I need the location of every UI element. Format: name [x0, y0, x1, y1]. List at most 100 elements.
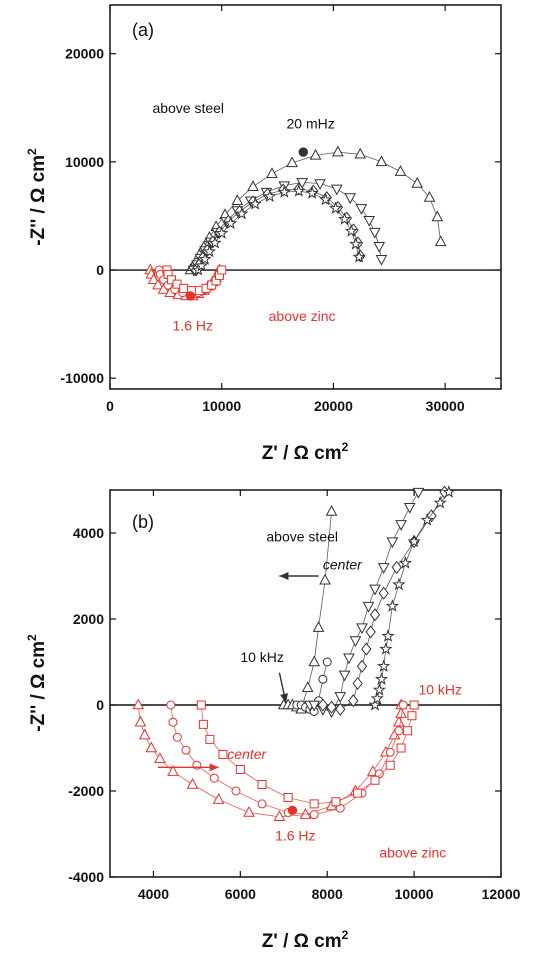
data-point [363, 216, 376, 227]
data-point [218, 749, 228, 759]
data-point [248, 197, 262, 210]
series-line [190, 151, 442, 271]
x-tick-label: 12000 [482, 886, 521, 902]
data-point [349, 237, 363, 250]
data-point [375, 254, 388, 266]
data-point [368, 227, 381, 239]
data-point [375, 155, 388, 167]
y-tick-label: -2000 [68, 783, 104, 799]
data-point [202, 244, 217, 258]
data-point [412, 487, 425, 499]
data-point [325, 504, 338, 516]
data-point [396, 743, 406, 753]
data-point [198, 252, 212, 265]
data-point [334, 692, 347, 703]
data-point [168, 717, 178, 727]
data-point [392, 577, 406, 591]
data-point [407, 711, 417, 721]
panel-label: (b) [132, 512, 154, 532]
annotation: 1.6 Hz [275, 827, 315, 843]
data-point [309, 810, 319, 820]
y-axis-label: -Z'' / Ω cm2 [25, 634, 49, 732]
panel-b: (b) 4000 6000 8000 10000 12000 -4000 -2000 0 200… [25, 485, 521, 952]
data-point [353, 788, 363, 798]
data-point [286, 156, 298, 168]
data-point [385, 747, 395, 757]
data-point [208, 235, 222, 249]
y-tick-label: 0 [96, 697, 104, 713]
data-point [134, 715, 147, 727]
highlighted-point [287, 805, 298, 816]
data-point [154, 752, 166, 763]
series-line [200, 704, 415, 805]
data-point [247, 180, 259, 191]
data-point [312, 621, 325, 632]
data-point [420, 513, 434, 526]
series-line [322, 491, 445, 710]
data-point [292, 184, 306, 197]
data-point [309, 148, 322, 160]
y-axis-label: -Z'' / Ω cm2 [25, 148, 49, 246]
data-point [318, 674, 328, 684]
data-point [231, 194, 244, 206]
data-point [411, 176, 424, 188]
data-point [196, 700, 206, 710]
annotation: center [323, 557, 363, 573]
data-point [355, 204, 368, 215]
data-point [442, 485, 456, 498]
y-tick-label: 10000 [65, 154, 104, 170]
data-point [198, 719, 208, 729]
data-point [348, 694, 359, 708]
data-point [372, 682, 386, 696]
data-point [172, 732, 182, 742]
annotation: center [227, 746, 267, 762]
data-point [379, 642, 393, 655]
data-point [209, 773, 219, 783]
data-point [354, 147, 367, 159]
data-point [330, 184, 343, 196]
data-point [385, 599, 400, 612]
series-line [374, 491, 450, 706]
data-point [352, 250, 366, 263]
data-point [385, 760, 395, 770]
data-point [224, 216, 238, 230]
x-tick-label: 20000 [314, 398, 353, 414]
arrow-head [279, 572, 289, 580]
data-point [166, 700, 176, 710]
x-axis-label: Z' / Ω cm2 [262, 928, 349, 952]
data-point [344, 193, 357, 205]
y-tick-label: 20000 [65, 46, 104, 62]
data-point [138, 728, 151, 740]
data-point [205, 734, 215, 744]
data-point [273, 810, 286, 822]
data-point [329, 201, 343, 215]
panel-label: (a) [132, 20, 154, 40]
annotation: 10 kHz [418, 681, 462, 697]
annotation: above zinc [379, 845, 446, 861]
data-point [343, 653, 355, 665]
data-point [147, 273, 160, 284]
data-point [277, 185, 291, 198]
data-point [152, 278, 164, 290]
data-point [217, 265, 227, 275]
data-point [235, 206, 249, 220]
data-point [407, 534, 421, 548]
data-point [301, 681, 314, 693]
data-point [132, 698, 145, 710]
y-tick-label: 2000 [73, 611, 104, 627]
data-point [266, 167, 278, 178]
data-point [263, 189, 277, 203]
data-point [377, 659, 391, 672]
annotation: 20 mHz [287, 115, 335, 131]
data-point [356, 623, 368, 635]
data-point [433, 495, 447, 509]
data-point [349, 636, 362, 648]
data-point [257, 799, 267, 809]
data-point [398, 556, 413, 569]
data-point [374, 672, 389, 685]
plot-frame [109, 4, 502, 390]
data-point [308, 655, 321, 667]
annotation: 10 kHz [240, 649, 284, 665]
y-tick-label: 4000 [73, 525, 104, 541]
